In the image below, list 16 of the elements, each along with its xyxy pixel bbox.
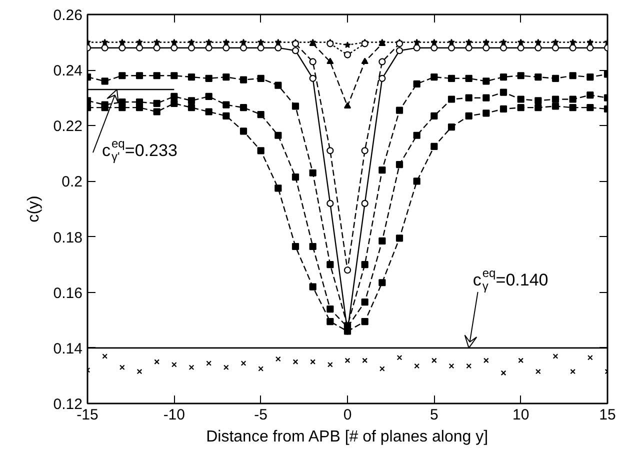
y-tick-label: 0.24 xyxy=(53,62,83,80)
y-tick-label: 0.12 xyxy=(53,396,83,413)
x-tick-label: 15 xyxy=(599,406,616,424)
y-axis-title: c(y) xyxy=(25,196,42,222)
y-tick-label: 0.18 xyxy=(53,229,83,246)
y-tick-label: 0.14 xyxy=(53,340,83,358)
x-tick-label: -5 xyxy=(254,406,268,424)
x-tick-label: 10 xyxy=(512,406,530,424)
y-tick-label: 0.22 xyxy=(53,118,83,136)
x-tick-label: 5 xyxy=(430,406,438,424)
y-tick-label: 0.26 xyxy=(53,7,83,24)
y-tick-label: 0.2 xyxy=(62,174,83,191)
x-tick-label: -10 xyxy=(163,406,186,424)
x-tick-label: 0 xyxy=(343,406,352,424)
y-tick-label: 0.16 xyxy=(53,284,83,302)
x-axis-title: Distance from APB [# of planes along y] xyxy=(206,428,488,446)
